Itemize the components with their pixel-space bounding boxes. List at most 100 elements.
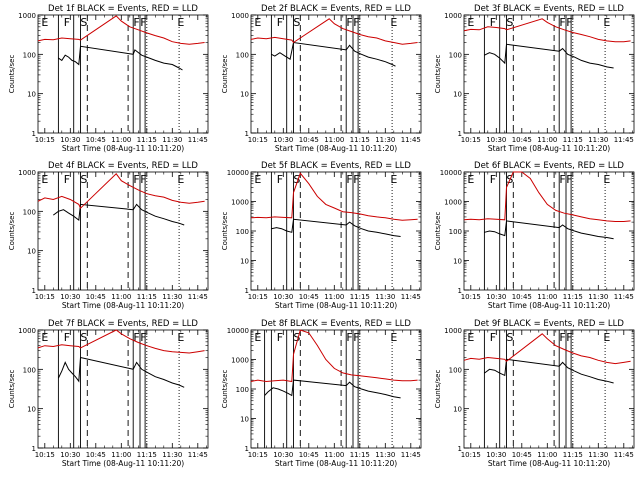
x-tick-label: 11:30 xyxy=(375,293,395,301)
y-axis-label: Counts/sec xyxy=(8,212,16,251)
interval-annotation: F xyxy=(346,16,352,29)
y-tick-label: 1000 xyxy=(18,12,36,20)
x-tick-label: 10:45 xyxy=(86,293,106,301)
x-tick-label: 11:45 xyxy=(614,451,634,459)
y-tick-label: 100 xyxy=(236,51,249,59)
panel-6: Det 6f BLACK = Events, RED = LLD 1 10 100 10… xyxy=(434,161,635,310)
interval-annotation: S xyxy=(293,331,300,344)
interval-annotation: S xyxy=(506,331,513,344)
y-tick-label: 1 xyxy=(245,130,249,138)
x-tick-label: 11:00 xyxy=(324,451,344,459)
series-line-lld xyxy=(463,333,631,365)
interval-annotation: F xyxy=(64,173,70,186)
y-tick-label: 1 xyxy=(458,130,462,138)
x-axis-label: Start Time (08-Aug-11 10:11:20) xyxy=(62,459,184,468)
x-axis-label: Start Time (08-Aug-11 10:11:20) xyxy=(275,459,397,468)
panel-title: Det 3f BLACK = Events, RED = LLD xyxy=(474,4,624,14)
interval-annotation: F xyxy=(353,331,359,344)
series-line-lld xyxy=(250,18,418,45)
plot-frame xyxy=(463,14,635,134)
plot-frame xyxy=(37,171,209,291)
interval-annotation: E xyxy=(467,173,474,186)
x-tick-label: 11:30 xyxy=(588,293,608,301)
x-tick-label: 11:15 xyxy=(563,293,583,301)
series-line-events xyxy=(271,218,401,237)
x-tick-label: 11:30 xyxy=(375,136,395,144)
x-tick-label: 10:45 xyxy=(86,136,106,144)
series-line-lld xyxy=(250,329,418,383)
x-tick-label: 10:45 xyxy=(299,136,319,144)
panel-title: Det 8f BLACK = Events, RED = LLD xyxy=(261,319,411,329)
x-tick-label: 10:15 xyxy=(461,293,481,301)
x-tick-label: 10:45 xyxy=(512,136,532,144)
y-tick-label: 100 xyxy=(23,208,36,216)
y-tick-label: 10 xyxy=(240,258,249,266)
panel-1: Det 1f BLACK = Events, RED = LLD 1 10 100 10… xyxy=(8,4,209,153)
y-tick-label: 100 xyxy=(449,51,462,59)
interval-annotation: F xyxy=(490,173,496,186)
x-tick-label: 10:30 xyxy=(486,293,506,301)
interval-annotation: E xyxy=(41,173,48,186)
x-tick-label: 10:15 xyxy=(35,451,55,459)
interval-annotation: E xyxy=(603,173,610,186)
y-tick-label: 10 xyxy=(240,91,249,99)
interval-annotation: F xyxy=(566,16,572,29)
panel-5: Det 5f BLACK = Events, RED = LLD 1 10 100 10… xyxy=(221,161,422,310)
x-tick-label: 11:30 xyxy=(588,451,608,459)
y-tick-label: 1 xyxy=(32,130,36,138)
interval-annotation: F xyxy=(353,173,359,186)
interval-annotation: E xyxy=(177,331,184,344)
y-tick-label: 1 xyxy=(245,445,249,453)
y-tick-label: 1000 xyxy=(231,12,249,20)
x-tick-label: 11:15 xyxy=(137,293,157,301)
y-tick-label: 1 xyxy=(32,445,36,453)
x-axis-label: Start Time (08-Aug-11 10:11:20) xyxy=(275,144,397,153)
interval-annotation: F xyxy=(277,331,283,344)
x-tick-label: 10:15 xyxy=(35,293,55,301)
y-tick-label: 1000 xyxy=(18,327,36,335)
series-line-lld xyxy=(37,173,205,210)
panel-title: Det 1f BLACK = Events, RED = LLD xyxy=(48,4,198,14)
x-tick-label: 11:00 xyxy=(537,136,557,144)
interval-annotation: E xyxy=(603,331,610,344)
series-line-lld xyxy=(250,172,418,221)
y-tick-label: 1000 xyxy=(231,357,249,365)
interval-annotation: S xyxy=(293,16,300,29)
x-tick-label: 11:45 xyxy=(188,451,208,459)
series-line-lld xyxy=(37,329,205,354)
plot-frame xyxy=(37,329,209,449)
y-tick-label: 1 xyxy=(32,287,36,295)
panel-9: Det 9f BLACK = Events, RED = LLD 1 10 100 10… xyxy=(434,319,635,468)
x-tick-label: 10:30 xyxy=(60,136,80,144)
series-line-events xyxy=(484,220,614,240)
series-line-lld xyxy=(463,171,631,222)
x-tick-label: 11:30 xyxy=(162,451,182,459)
y-tick-label: 10000 xyxy=(227,327,249,335)
y-tick-label: 100 xyxy=(23,51,36,59)
panel-title: Det 7f BLACK = Events, RED = LLD xyxy=(48,319,198,329)
panel-8: Det 8f BLACK = Events, RED = LLD 1 10 100 10… xyxy=(221,319,422,468)
x-tick-label: 11:45 xyxy=(401,136,421,144)
interval-annotation: F xyxy=(490,16,496,29)
x-tick-label: 10:30 xyxy=(60,451,80,459)
interval-annotation: F xyxy=(133,173,139,186)
interval-annotation: E xyxy=(254,331,261,344)
x-tick-label: 10:45 xyxy=(86,451,106,459)
y-tick-label: 1000 xyxy=(444,12,462,20)
interval-annotation: E xyxy=(603,16,610,29)
x-tick-label: 11:00 xyxy=(111,293,131,301)
x-tick-label: 11:00 xyxy=(537,451,557,459)
x-tick-label: 10:45 xyxy=(512,293,532,301)
interval-annotation: E xyxy=(41,16,48,29)
panel-3: Det 3f BLACK = Events, RED = LLD 1 10 100 10… xyxy=(434,4,635,153)
interval-annotation: F xyxy=(566,331,572,344)
x-tick-label: 10:45 xyxy=(299,293,319,301)
series-line-events xyxy=(53,203,185,226)
x-tick-label: 11:30 xyxy=(375,451,395,459)
y-tick-label: 10 xyxy=(240,416,249,424)
interval-annotation: F xyxy=(353,16,359,29)
panel-title: Det 5f BLACK = Events, RED = LLD xyxy=(261,161,411,171)
x-tick-label: 10:45 xyxy=(299,451,319,459)
plot-frame xyxy=(250,14,422,134)
y-tick-label: 10 xyxy=(27,91,36,99)
